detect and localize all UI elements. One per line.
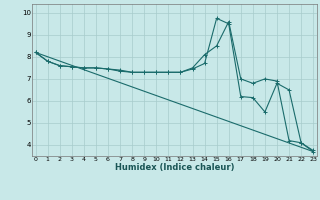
X-axis label: Humidex (Indice chaleur): Humidex (Indice chaleur) <box>115 163 234 172</box>
